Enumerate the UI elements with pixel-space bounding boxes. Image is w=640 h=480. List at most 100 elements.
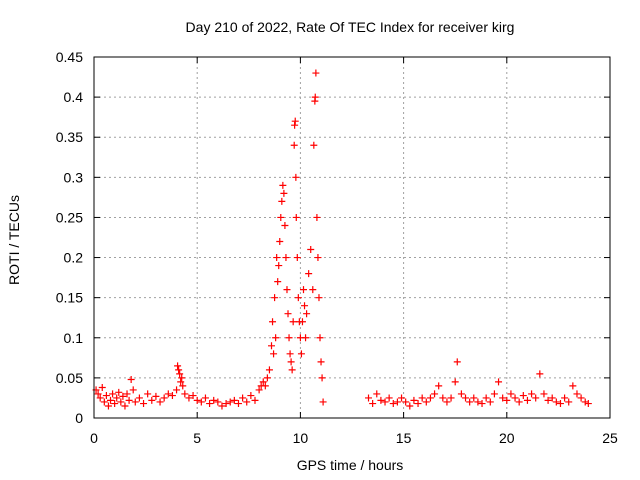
data-point	[160, 394, 168, 402]
data-point	[247, 392, 255, 400]
data-point	[495, 378, 503, 386]
data-points	[92, 69, 592, 410]
data-point	[284, 310, 292, 318]
data-point	[210, 396, 218, 404]
data-point	[123, 390, 131, 398]
data-point	[282, 254, 290, 262]
data-point	[297, 350, 305, 358]
data-point	[177, 378, 185, 386]
data-point	[281, 221, 289, 229]
data-point	[305, 270, 313, 278]
data-point	[310, 141, 318, 149]
y-tick-label: 0.45	[56, 49, 83, 65]
y-axis-ticks: 0 0.05 0.1 0.15 0.2 0.25 0.3 0.35 0.4 0.45	[56, 49, 610, 426]
data-point	[573, 390, 581, 398]
y-tick-label: 0.3	[64, 169, 84, 185]
data-point	[290, 141, 298, 149]
data-point	[315, 294, 323, 302]
data-point	[197, 398, 205, 406]
x-tick-label: 10	[293, 430, 309, 446]
data-point	[286, 350, 294, 358]
data-point	[185, 394, 193, 402]
data-point	[113, 394, 121, 402]
data-point	[234, 400, 242, 408]
data-point	[179, 382, 187, 390]
data-point	[270, 350, 278, 358]
data-point	[104, 402, 112, 410]
data-point	[276, 238, 284, 246]
data-point	[272, 334, 280, 342]
data-point	[561, 394, 569, 402]
x-tick-label: 20	[499, 430, 515, 446]
data-point	[288, 366, 296, 374]
data-point	[140, 400, 148, 408]
data-point	[369, 400, 377, 408]
data-point	[98, 384, 106, 392]
data-point	[193, 396, 201, 404]
x-axis-label: GPS time / hours	[297, 457, 404, 473]
data-point	[135, 394, 143, 402]
data-point	[294, 294, 302, 302]
data-point	[418, 394, 426, 402]
data-point	[584, 400, 592, 408]
data-point	[565, 398, 573, 406]
data-point	[292, 213, 300, 221]
data-point	[278, 197, 286, 205]
y-tick-label: 0.2	[64, 250, 84, 266]
data-point	[532, 394, 540, 402]
data-point	[131, 398, 139, 406]
data-point	[292, 173, 300, 181]
data-point	[174, 362, 182, 370]
data-point	[263, 374, 271, 382]
data-point	[206, 400, 214, 408]
data-point	[301, 302, 309, 310]
data-point	[457, 390, 465, 398]
data-point	[119, 392, 127, 400]
data-point	[377, 396, 385, 404]
data-point	[569, 382, 577, 390]
data-point	[373, 390, 381, 398]
data-point	[277, 213, 285, 221]
data-point	[243, 398, 251, 406]
data-point	[556, 400, 564, 408]
data-point	[251, 396, 259, 404]
data-point	[181, 390, 189, 398]
data-point	[291, 117, 299, 125]
data-point	[273, 254, 281, 262]
data-point	[453, 358, 461, 366]
data-point	[279, 181, 287, 189]
data-point	[519, 392, 527, 400]
data-point	[385, 394, 393, 402]
data-point	[291, 121, 299, 129]
data-point	[365, 394, 373, 402]
data-point	[152, 392, 160, 400]
data-point	[144, 390, 152, 398]
data-point	[239, 394, 247, 402]
data-point	[298, 318, 306, 326]
data-point	[503, 396, 511, 404]
plot-frame	[93, 56, 611, 419]
data-point	[523, 396, 531, 404]
data-point	[173, 386, 181, 394]
data-point	[406, 402, 414, 410]
data-point	[102, 392, 110, 400]
data-point	[422, 398, 430, 406]
y-tick-label: 0.15	[56, 290, 83, 306]
data-point	[309, 286, 317, 294]
data-point	[311, 93, 319, 101]
data-point	[470, 394, 478, 402]
data-point	[261, 382, 269, 390]
data-point	[451, 378, 459, 386]
data-point	[577, 394, 585, 402]
data-point	[189, 392, 197, 400]
data-point	[226, 398, 234, 406]
data-point	[435, 382, 443, 390]
data-point	[176, 370, 184, 378]
data-point	[318, 374, 326, 382]
x-axis-ticks: 0 5 10 15 20 25	[90, 57, 618, 446]
data-point	[314, 254, 322, 262]
data-point	[431, 390, 439, 398]
data-point	[125, 396, 133, 404]
data-point	[402, 398, 410, 406]
data-point	[410, 396, 418, 404]
